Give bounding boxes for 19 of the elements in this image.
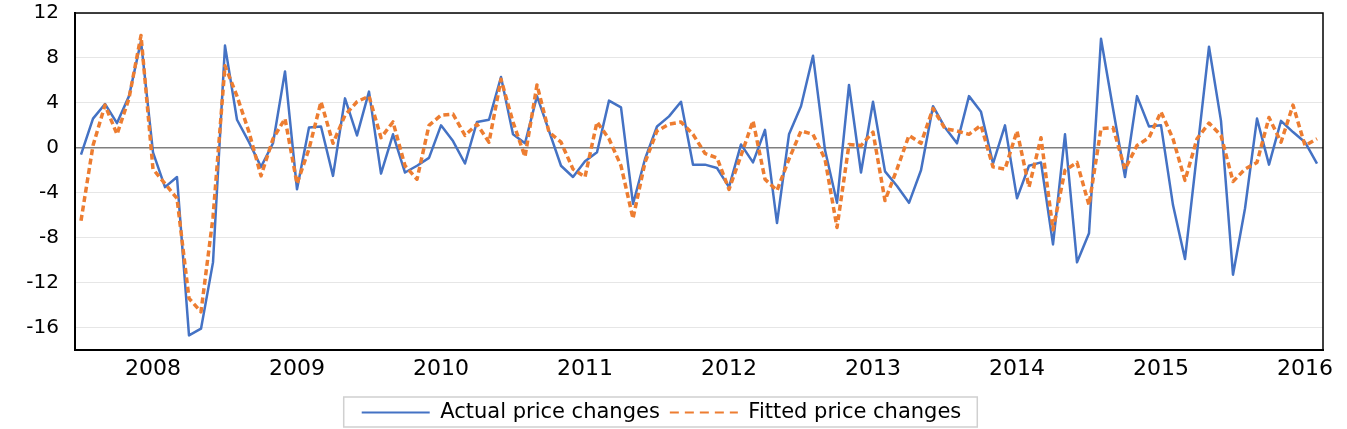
x-tick-label: 2013 (845, 354, 901, 380)
x-tick-label: 2011 (557, 354, 613, 380)
x-tick-label: 2009 (269, 354, 325, 380)
x-tick-label: 2016 (1277, 354, 1333, 380)
y-tick-label: -16 (26, 313, 59, 338)
y-tick-label: 8 (46, 44, 59, 69)
y-tick-label: -8 (39, 223, 59, 248)
y-tick-label: 12 (33, 0, 59, 24)
y-tick-label: 0 (46, 134, 59, 158)
y-tick-label: -12 (26, 268, 59, 293)
y-tick-label: 4 (46, 89, 59, 114)
legend-label: Fitted price changes (748, 398, 962, 423)
legend-label: Actual price changes (440, 398, 660, 423)
x-tick-label: 2012 (701, 354, 757, 380)
y-tick-label: -4 (39, 178, 59, 203)
x-tick-label: 2008 (125, 354, 181, 380)
x-tick-label: 2014 (989, 354, 1045, 380)
x-tick-label: 2010 (413, 354, 469, 380)
x-tick-label: 2015 (1133, 354, 1189, 380)
